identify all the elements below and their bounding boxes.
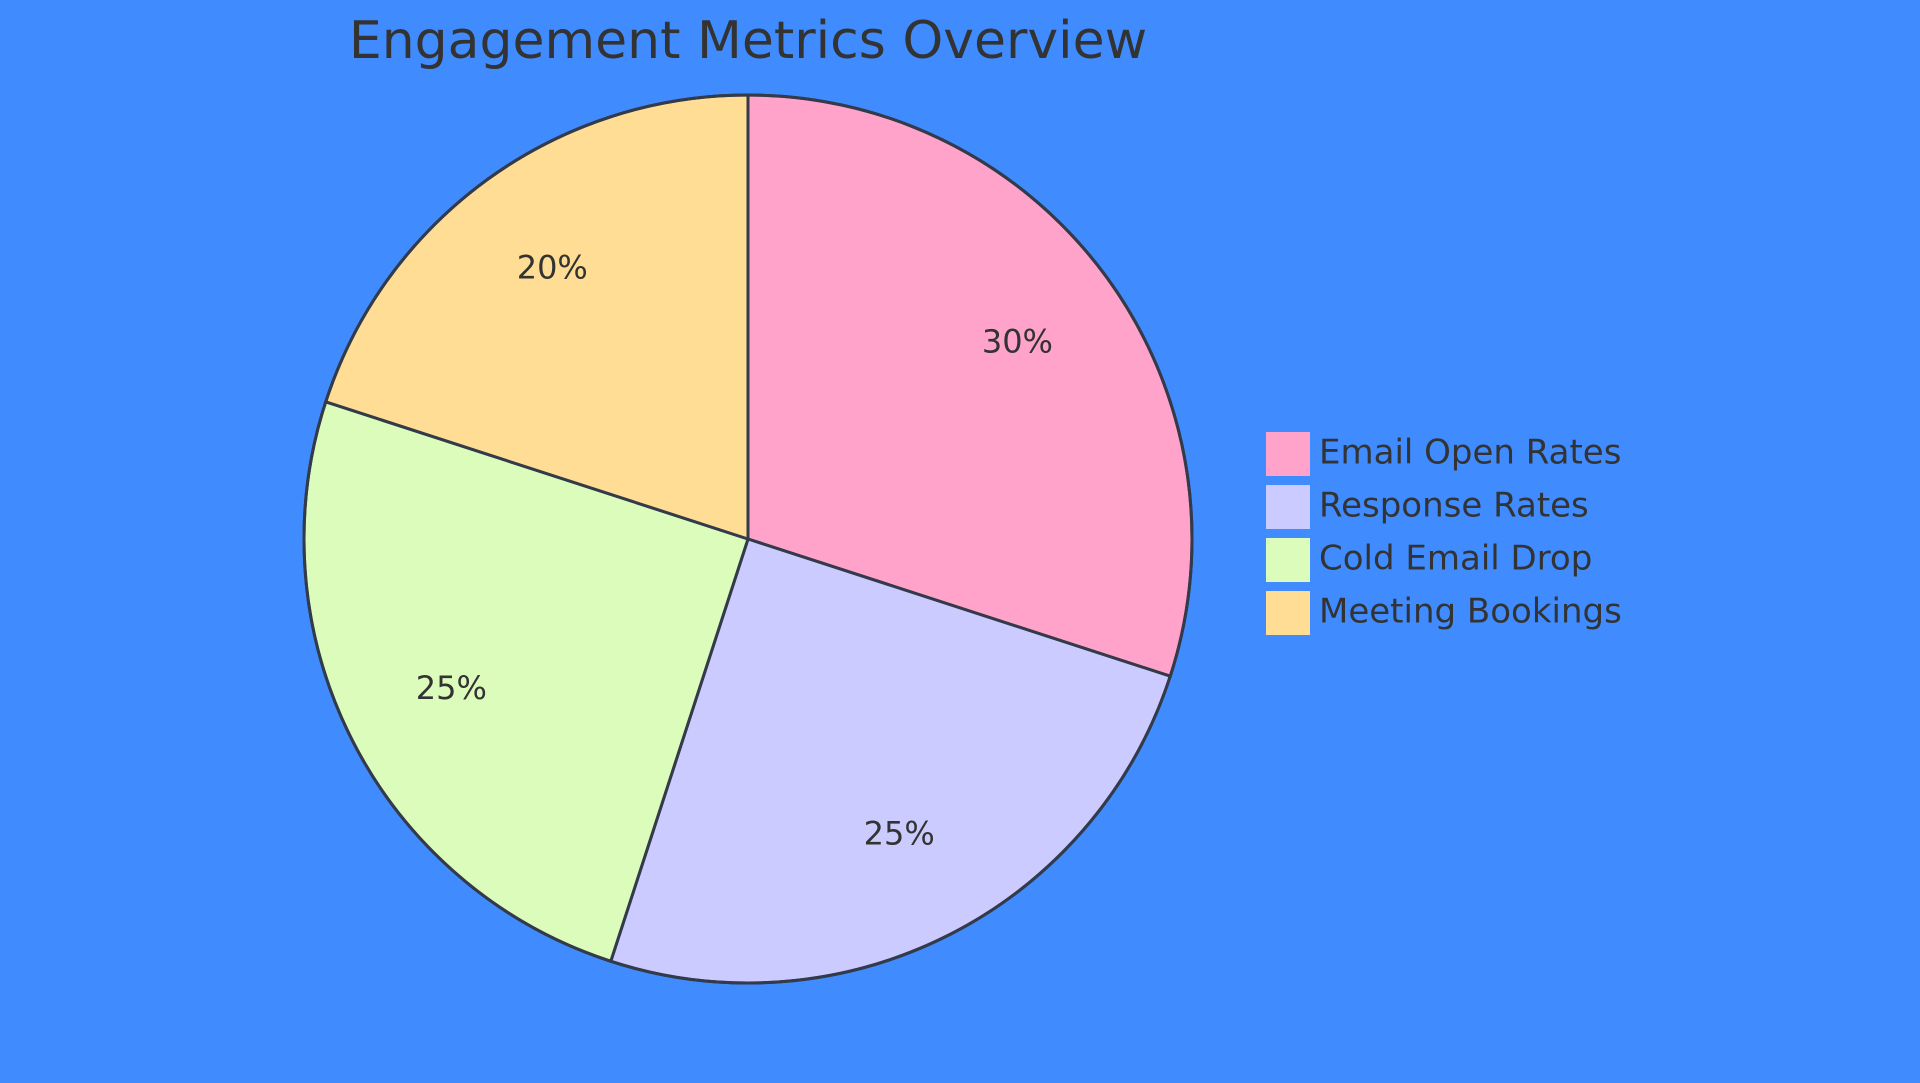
chart-title: Engagement Metrics Overview <box>349 11 1147 71</box>
slice-percent-label: 20% <box>517 249 588 287</box>
pie-slices <box>302 93 1194 985</box>
legend-swatch <box>1266 432 1310 476</box>
legend-label: Email Open Rates <box>1319 433 1621 473</box>
legend-swatch <box>1266 538 1310 582</box>
slice-percent-label: 25% <box>416 669 487 707</box>
legend-label: Response Rates <box>1319 486 1589 526</box>
legend-label: Cold Email Drop <box>1319 539 1592 579</box>
legend-label: Meeting Bookings <box>1319 592 1622 632</box>
slice-percent-label: 25% <box>864 815 935 853</box>
pie-outline <box>302 93 1194 985</box>
slice-percent-label: 30% <box>982 322 1053 360</box>
legend-swatch <box>1266 591 1310 635</box>
pie-slice-labels: 30% 25% 25% 20% <box>416 249 1053 853</box>
legend-swatch <box>1266 485 1310 529</box>
chart-legend: Email Open Rates Response Rates Cold Email… <box>1266 432 1622 635</box>
